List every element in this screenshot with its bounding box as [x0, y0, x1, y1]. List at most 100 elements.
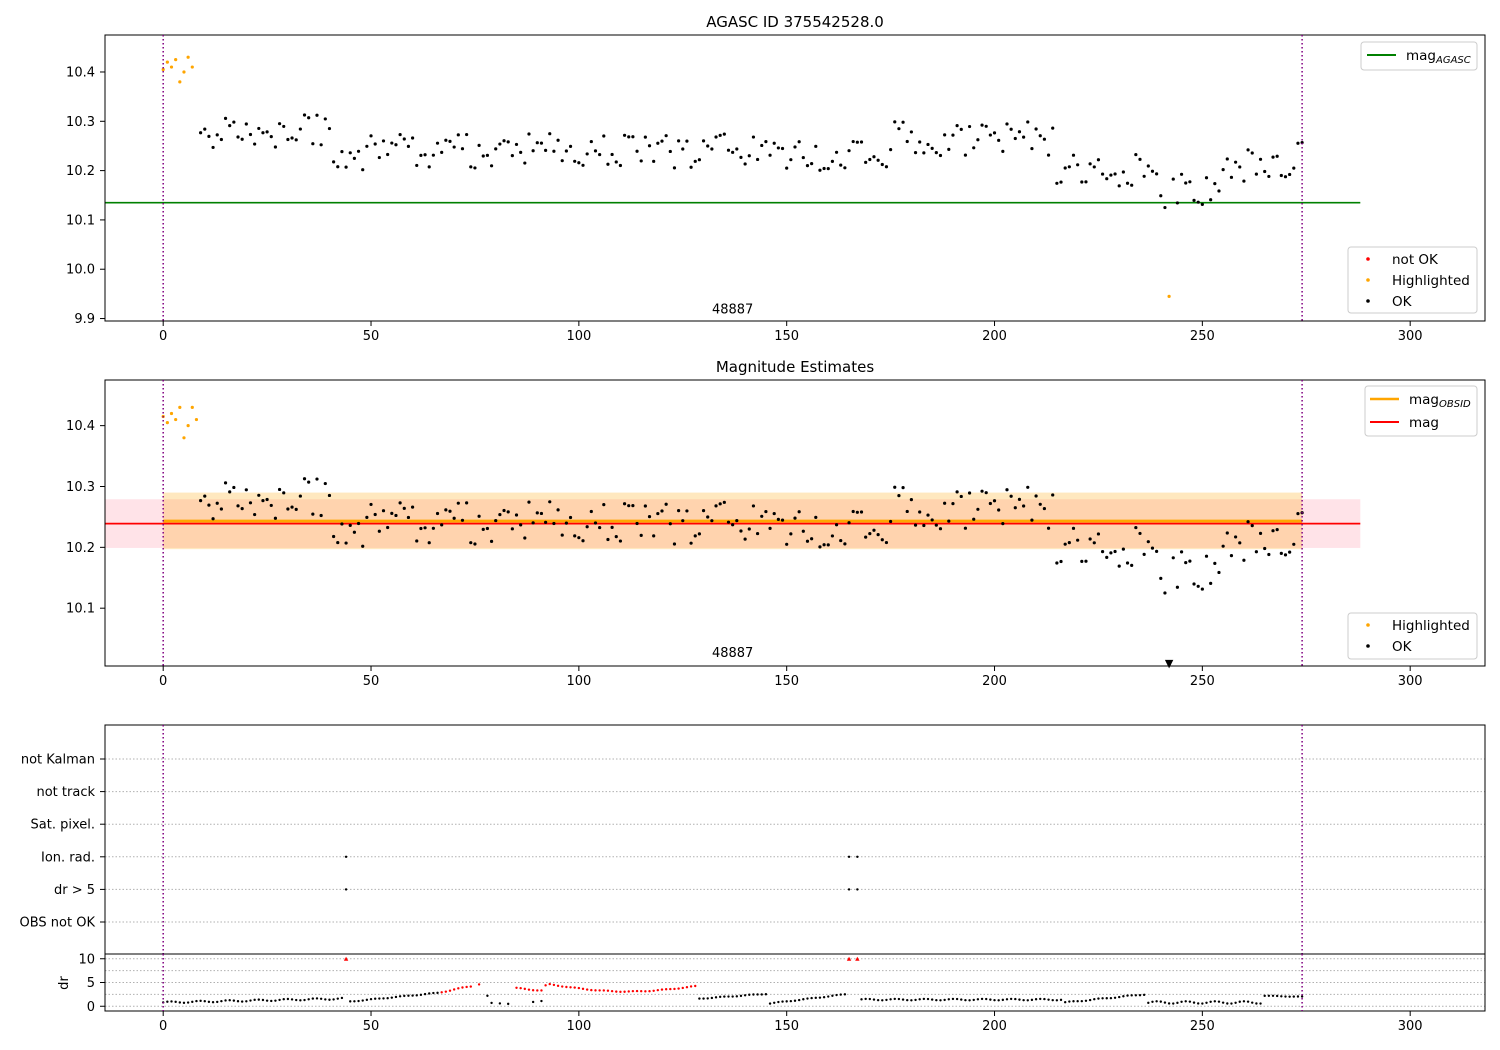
ok-point — [1034, 494, 1038, 498]
ok-point — [1188, 559, 1192, 563]
ok-point — [855, 510, 859, 514]
ok-point — [273, 516, 278, 520]
ok-point — [398, 501, 402, 505]
ok-point — [448, 509, 452, 513]
dr-point — [174, 1000, 177, 1004]
x-tick-label: 250 — [1190, 674, 1215, 689]
ok-point — [959, 494, 963, 499]
dr-point — [752, 993, 755, 996]
ok-point — [913, 523, 918, 527]
dr-point — [1259, 1002, 1262, 1005]
ok-point — [1001, 522, 1005, 526]
ok-point — [639, 159, 643, 163]
ok-point — [302, 477, 307, 481]
ok-point — [415, 539, 419, 543]
dr-point — [1255, 1002, 1258, 1005]
dr-point — [768, 1002, 772, 1005]
dr-point — [1188, 1000, 1192, 1003]
dr-point — [236, 1000, 240, 1003]
dr-point — [1300, 995, 1304, 998]
ok-point — [244, 488, 248, 492]
ok-point — [718, 502, 722, 506]
highlighted-point — [165, 60, 169, 64]
ok-point — [531, 149, 535, 153]
ok-point — [1063, 542, 1067, 546]
y-tick-label: 10.3 — [66, 480, 95, 495]
ok-point — [897, 493, 901, 498]
dr-point — [1093, 998, 1096, 1001]
ok-point — [1071, 526, 1076, 530]
dr-point — [540, 999, 543, 1003]
ok-point — [631, 503, 635, 508]
ok-point — [859, 140, 864, 144]
dr-point — [773, 1001, 776, 1004]
dr-point — [1296, 995, 1300, 998]
ok-point — [311, 142, 315, 146]
magnitude-panel-annotation: 48887 — [712, 646, 753, 661]
ok-point — [352, 156, 356, 160]
dr-point — [295, 998, 298, 1002]
dr-point — [581, 987, 585, 991]
ok-point — [701, 139, 706, 143]
ok-point — [223, 481, 228, 485]
dr-point — [290, 998, 294, 1001]
ok-point — [1263, 169, 1267, 174]
ok-point — [199, 499, 203, 503]
ok-point — [1009, 494, 1013, 498]
ok-point — [1238, 541, 1242, 545]
ok-point — [1229, 554, 1234, 558]
dr-point — [710, 996, 714, 1000]
ok-point — [889, 519, 893, 524]
ok-point — [1263, 546, 1267, 551]
ok-point — [568, 144, 573, 148]
ok-point — [548, 132, 552, 136]
dr-point — [303, 998, 306, 1002]
ok-point — [452, 516, 456, 520]
ok-point — [1009, 127, 1013, 131]
ok-point — [598, 525, 602, 530]
x-tick-label: 50 — [363, 674, 380, 689]
dr-point — [727, 995, 730, 998]
ok-point — [452, 145, 456, 149]
ok-point — [864, 535, 868, 539]
dr-point — [897, 997, 901, 1001]
dr-point — [1009, 997, 1013, 1001]
magnitude-panel: Magnitude Estimates 48887 ▼ 0 50 100 150 200… — [66, 358, 1486, 689]
dr-point — [199, 999, 202, 1003]
ok-point — [552, 149, 556, 153]
dr-point — [860, 998, 863, 1001]
highlighted-point — [174, 58, 178, 62]
ok-point — [1142, 174, 1146, 178]
plot-frame — [104, 34, 1486, 322]
ok-point — [1163, 591, 1167, 595]
ok-point — [215, 501, 219, 505]
ok-point — [847, 149, 851, 153]
ok-point — [219, 137, 223, 142]
ok-point — [440, 523, 444, 527]
ok-point — [373, 142, 377, 146]
y-tick-label: 10.2 — [66, 541, 95, 556]
ok-point — [1229, 175, 1234, 179]
y-tick-label: 10.4 — [66, 65, 95, 80]
dr-point — [997, 999, 1000, 1002]
ok-point — [1296, 511, 1300, 516]
ok-point — [1096, 532, 1101, 536]
dr-point — [702, 997, 705, 1000]
dr-point — [469, 985, 472, 988]
ok-point — [951, 501, 955, 506]
ok-point — [926, 142, 930, 147]
ok-point — [419, 526, 423, 531]
magnitude-panel-title: Magnitude Estimates — [716, 358, 874, 376]
dr-point — [594, 989, 597, 992]
dr-point — [573, 986, 576, 989]
ok-point — [527, 132, 531, 136]
ok-point — [714, 135, 718, 139]
dr-point — [964, 998, 967, 1002]
ok-point — [681, 147, 685, 151]
dr-point — [1221, 1001, 1225, 1004]
ok-point — [1250, 524, 1254, 528]
dr-point — [810, 996, 813, 1000]
ok-point — [1254, 550, 1258, 554]
dr-point — [1201, 1002, 1204, 1005]
ok-point — [793, 516, 797, 520]
